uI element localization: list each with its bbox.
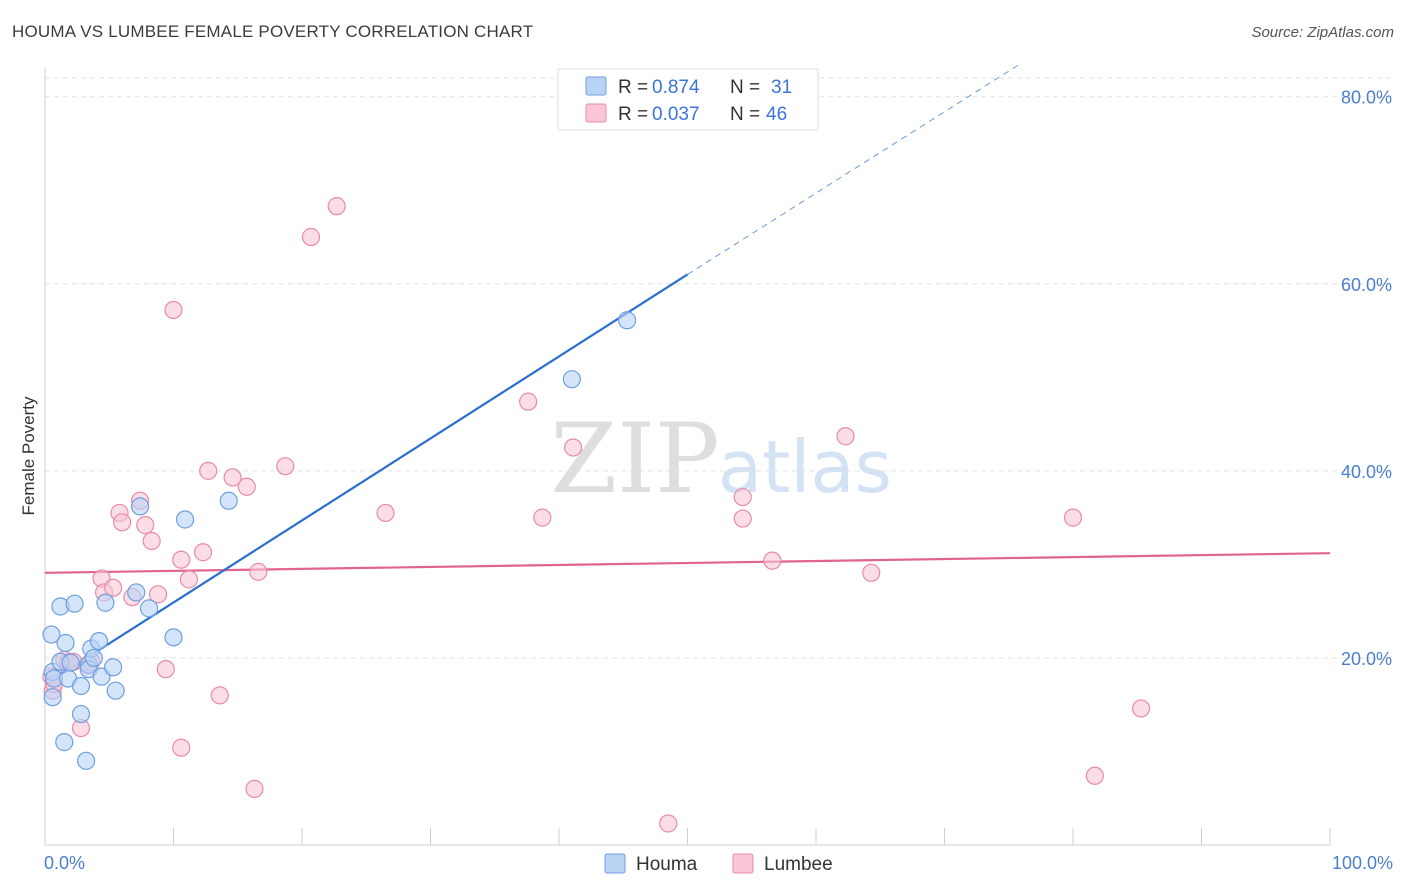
point-houma <box>71 704 91 724</box>
point-houma <box>84 648 103 668</box>
point-houma <box>65 594 84 613</box>
point-lumbee <box>276 457 295 476</box>
point-lumbee <box>223 468 242 487</box>
trend-line-houma <box>50 273 689 682</box>
legend-r-value-houma: 0.874 <box>652 77 700 98</box>
point-lumbee <box>104 578 123 597</box>
point-lumbee <box>148 585 168 604</box>
point-lumbee <box>210 686 229 705</box>
point-houma <box>562 370 581 389</box>
y-tick-label: 80.0% <box>1341 88 1392 108</box>
source-label: Source: ZipAtlas.com <box>1251 24 1394 41</box>
point-houma <box>43 688 62 707</box>
point-lumbee <box>237 477 256 496</box>
point-houma <box>56 633 75 653</box>
point-houma <box>106 681 125 700</box>
bottom-legend-label-houma: Houma <box>636 854 698 875</box>
trend-lines <box>44 62 1331 682</box>
legend-r-value-lumbee: 0.037 <box>652 104 700 125</box>
point-lumbee <box>733 509 752 528</box>
x-tick-label-min: 0.0% <box>44 853 85 873</box>
bottom-legend: Houma Lumbee <box>604 853 833 875</box>
point-lumbee <box>1132 699 1151 718</box>
x-tick-label-max: 100.0% <box>1332 853 1393 873</box>
point-lumbee <box>519 392 538 411</box>
data-points <box>42 197 1151 833</box>
point-houma <box>130 497 150 516</box>
legend-n-value-lumbee: 46 <box>766 104 787 125</box>
y-tick-label: 60.0% <box>1341 275 1392 295</box>
point-lumbee <box>164 300 183 320</box>
point-lumbee <box>142 531 161 551</box>
trend-line-lumbee <box>44 552 1331 574</box>
legend-swatch-lumbee <box>585 103 607 123</box>
bottom-legend-swatch-houma <box>604 853 626 874</box>
point-lumbee <box>199 461 218 480</box>
point-houma <box>618 311 637 330</box>
point-lumbee <box>376 503 395 523</box>
point-lumbee <box>249 562 268 581</box>
point-lumbee <box>172 738 191 757</box>
point-houma <box>219 491 238 510</box>
axes: 20.0% 40.0% 60.0% 80.0% 0.0% 100.0% <box>44 68 1393 873</box>
legend: R = 0.874 N = 31 R = 0.037 N = 46 <box>557 68 819 131</box>
legend-r-label-houma: R = <box>618 77 648 98</box>
chart-title: HOUMA VS LUMBEE FEMALE POVERTY CORRELATI… <box>12 22 534 41</box>
point-houma <box>89 631 109 651</box>
y-tick-label: 20.0% <box>1341 649 1392 669</box>
point-lumbee <box>1063 508 1083 527</box>
watermark-zip: ZIP <box>550 403 719 515</box>
point-lumbee <box>733 487 752 507</box>
point-lumbee <box>659 814 678 833</box>
point-houma <box>127 583 146 602</box>
point-lumbee <box>193 543 213 562</box>
point-houma <box>71 676 91 696</box>
point-lumbee <box>564 438 583 457</box>
legend-n-value-houma: 31 <box>771 77 792 98</box>
point-lumbee <box>836 427 855 446</box>
y-tick-label: 40.0% <box>1341 462 1392 482</box>
legend-r-label-lumbee: R = <box>618 104 648 125</box>
point-houma <box>96 593 115 612</box>
point-lumbee <box>136 516 155 535</box>
point-lumbee <box>156 660 175 679</box>
legend-n-label-lumbee: N = <box>730 104 760 125</box>
point-lumbee <box>179 570 199 589</box>
bottom-legend-label-lumbee: Lumbee <box>764 854 833 875</box>
point-lumbee <box>533 508 552 527</box>
bottom-legend-swatch-lumbee <box>732 853 754 874</box>
point-houma <box>42 625 61 644</box>
point-houma <box>139 599 159 618</box>
point-houma <box>164 628 183 647</box>
point-lumbee <box>862 563 881 582</box>
point-lumbee <box>1085 766 1104 785</box>
legend-swatch-houma <box>585 76 607 96</box>
point-lumbee <box>245 779 264 798</box>
y-axis-label: Female Poverty <box>19 396 38 516</box>
point-houma <box>61 653 80 672</box>
point-lumbee <box>301 227 321 247</box>
legend-n-label-houma: N = <box>730 77 760 98</box>
grid <box>45 77 1392 659</box>
point-lumbee <box>327 197 346 216</box>
point-houma <box>175 510 195 529</box>
point-houma <box>104 658 123 677</box>
watermark: ZIP atlas <box>550 403 892 515</box>
point-houma <box>77 751 96 770</box>
point-lumbee <box>172 550 191 569</box>
point-lumbee <box>763 551 782 570</box>
point-lumbee <box>112 513 132 532</box>
point-houma <box>55 733 74 752</box>
